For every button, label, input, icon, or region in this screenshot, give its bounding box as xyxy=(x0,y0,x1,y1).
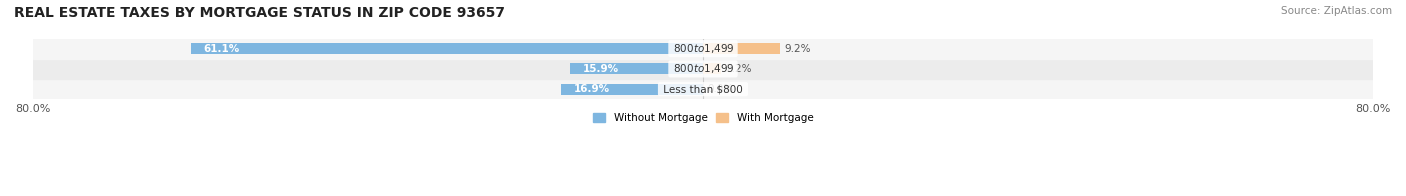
Text: 15.9%: 15.9% xyxy=(582,64,619,74)
Text: REAL ESTATE TAXES BY MORTGAGE STATUS IN ZIP CODE 93657: REAL ESTATE TAXES BY MORTGAGE STATUS IN … xyxy=(14,6,505,20)
Legend: Without Mortgage, With Mortgage: Without Mortgage, With Mortgage xyxy=(589,109,817,127)
Text: 16.9%: 16.9% xyxy=(574,84,610,94)
Bar xyxy=(561,83,703,95)
Text: 2.2%: 2.2% xyxy=(725,64,752,74)
Bar xyxy=(191,43,703,54)
Text: 0.0%: 0.0% xyxy=(707,84,734,94)
Bar xyxy=(703,43,780,54)
Text: Less than $800: Less than $800 xyxy=(659,84,747,94)
Text: 61.1%: 61.1% xyxy=(204,44,240,54)
Bar xyxy=(569,63,703,74)
Text: $800 to $1,499: $800 to $1,499 xyxy=(671,62,735,75)
Text: $800 to $1,499: $800 to $1,499 xyxy=(671,42,735,55)
Bar xyxy=(32,59,1374,79)
Bar xyxy=(32,39,1374,59)
Text: 9.2%: 9.2% xyxy=(785,44,811,54)
Bar xyxy=(703,63,721,74)
Text: Source: ZipAtlas.com: Source: ZipAtlas.com xyxy=(1281,6,1392,16)
Bar xyxy=(32,79,1374,99)
